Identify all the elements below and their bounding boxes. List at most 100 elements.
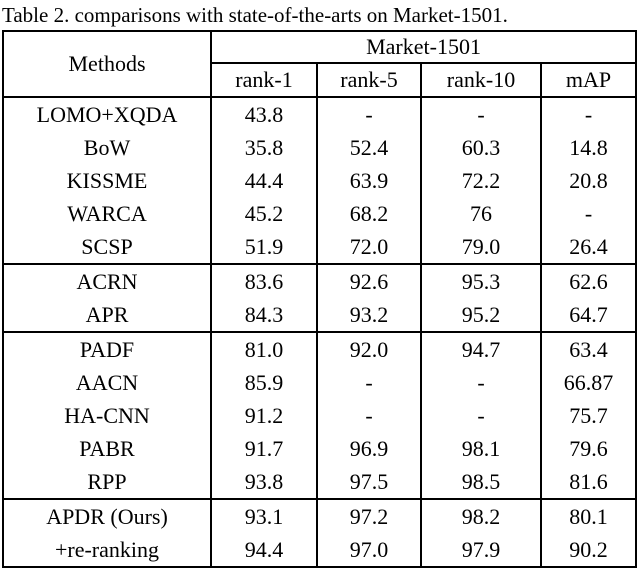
value-cell: 98.5 bbox=[420, 465, 542, 499]
value-cell: 97.9 bbox=[420, 533, 542, 567]
method-cell: RPP bbox=[2, 465, 212, 499]
value-cell: 93.1 bbox=[210, 499, 318, 533]
col-header-map: mAP bbox=[539, 62, 638, 97]
table-row: PABR 91.7 96.9 98.1 79.6 bbox=[2, 432, 638, 465]
table-row: WARCA 45.2 68.2 76- bbox=[2, 197, 638, 230]
table-row: AACN 85.9- -66.87 bbox=[2, 366, 638, 399]
table-row: PADF 81.0 92.0 94.7 63.4 bbox=[2, 332, 638, 366]
table-row: APR 84.3 93.2 95.2 64.7 bbox=[2, 298, 638, 332]
value-cell: - bbox=[316, 399, 422, 432]
value-cell: 93.2 bbox=[316, 298, 422, 332]
method-group-3: PADF 81.0 92.0 94.7 63.4 AACN 85.9- -66.87 HA-CN… bbox=[2, 332, 638, 499]
col-header-rank-10: rank-10 bbox=[420, 62, 542, 97]
value-cell: - bbox=[420, 399, 542, 432]
value-cell: 97.2 bbox=[316, 499, 422, 533]
table-header: Methods Market-1501 rank-1 rank-5 rank-1… bbox=[2, 31, 638, 97]
value-cell: 44.4 bbox=[210, 164, 318, 197]
value-cell: 72.2 bbox=[420, 164, 542, 197]
value-cell: 79.0 bbox=[420, 230, 542, 264]
method-cell: HA-CNN bbox=[2, 399, 212, 432]
value-cell: 94.7 bbox=[420, 332, 542, 366]
method-cell: LOMO+XQDA bbox=[2, 97, 212, 131]
value-cell: 98.1 bbox=[420, 432, 542, 465]
value-cell: 43.8 bbox=[210, 97, 318, 131]
method-group-2: ACRN 83.6 92.6 95.3 62.6 APR 84.3 93.2 95.2 64.7 bbox=[2, 264, 638, 332]
table-row: +re-ranking 94.4 97.0 97.9 90.2 bbox=[2, 533, 638, 567]
value-cell: 64.7 bbox=[539, 298, 638, 332]
method-cell: APDR (Ours) bbox=[2, 499, 212, 533]
table-caption: Table 2. comparisons with state-of-the-a… bbox=[2, 3, 508, 27]
value-cell: 91.7 bbox=[210, 432, 318, 465]
value-cell: 80.1 bbox=[539, 499, 638, 533]
value-cell: 20.8 bbox=[539, 164, 638, 197]
col-header-rank-1: rank-1 bbox=[210, 62, 318, 97]
value-cell: 94.4 bbox=[210, 533, 318, 567]
value-cell: 98.2 bbox=[420, 499, 542, 533]
value-cell: 84.3 bbox=[210, 298, 318, 332]
table-row: LOMO+XQDA 43.8- - - bbox=[2, 97, 638, 131]
value-cell: 93.8 bbox=[210, 465, 318, 499]
methods-header-cell: Methods bbox=[2, 31, 212, 97]
value-cell: - bbox=[316, 366, 422, 399]
value-cell: 66.87 bbox=[539, 366, 638, 399]
value-cell: 85.9 bbox=[210, 366, 318, 399]
method-cell: PABR bbox=[2, 432, 212, 465]
table-row: APDR (Ours) 93.1 97.2 98.2 80.1 bbox=[2, 499, 638, 533]
value-cell: 51.9 bbox=[210, 230, 318, 264]
table-row: RPP 93.8 97.5 98.5 81.6 bbox=[2, 465, 638, 499]
value-cell: - bbox=[420, 366, 542, 399]
value-cell: 52.4 bbox=[316, 131, 422, 164]
table-row: BoW 35.8 52.4 60.3 14.8 bbox=[2, 131, 638, 164]
method-cell: AACN bbox=[2, 366, 212, 399]
value-cell: 62.6 bbox=[539, 264, 638, 298]
value-cell: 63.9 bbox=[316, 164, 422, 197]
value-cell: 35.8 bbox=[210, 131, 318, 164]
value-cell: 91.2 bbox=[210, 399, 318, 432]
value-cell: 81.0 bbox=[210, 332, 318, 366]
header-row-dataset: Methods Market-1501 bbox=[2, 31, 638, 97]
value-cell: 81.6 bbox=[539, 465, 638, 499]
value-cell: 72.0 bbox=[316, 230, 422, 264]
dataset-header-cell: Market-1501 bbox=[209, 31, 638, 63]
method-cell: +re-ranking bbox=[2, 533, 212, 567]
method-cell: KISSME bbox=[2, 164, 212, 197]
value-cell: 76 bbox=[420, 197, 542, 230]
method-cell: BoW bbox=[2, 131, 212, 164]
value-cell: 96.9 bbox=[316, 432, 422, 465]
value-cell: 26.4 bbox=[539, 230, 638, 264]
value-cell: 79.6 bbox=[539, 432, 638, 465]
method-cell: ACRN bbox=[2, 264, 212, 298]
value-cell: 14.8 bbox=[539, 131, 638, 164]
method-cell: SCSP bbox=[2, 230, 212, 264]
value-cell: 95.2 bbox=[420, 298, 542, 332]
value-cell: 97.5 bbox=[316, 465, 422, 499]
value-cell: 75.7 bbox=[539, 399, 638, 432]
value-cell: 83.6 bbox=[210, 264, 318, 298]
value-cell: - bbox=[420, 97, 542, 131]
method-group-1: LOMO+XQDA 43.8- - - BoW 35.8 52.4 60.3 14.8 KISSM… bbox=[2, 97, 638, 264]
method-group-4: APDR (Ours) 93.1 97.2 98.2 80.1 +re-ranking 94… bbox=[2, 499, 638, 567]
method-cell: APR bbox=[2, 298, 212, 332]
value-cell: 92.0 bbox=[316, 332, 422, 366]
value-cell: 63.4 bbox=[539, 332, 638, 366]
value-cell: 60.3 bbox=[420, 131, 542, 164]
value-cell: - bbox=[539, 97, 638, 131]
value-cell: 68.2 bbox=[316, 197, 422, 230]
results-table: Methods Market-1501 rank-1 rank-5 rank-1… bbox=[2, 30, 638, 568]
table-row: ACRN 83.6 92.6 95.3 62.6 bbox=[2, 264, 638, 298]
value-cell: - bbox=[316, 97, 422, 131]
value-cell: 90.2 bbox=[539, 533, 638, 567]
header-row-metrics: rank-1 rank-5 rank-10 mAP bbox=[3, 62, 638, 97]
method-cell: WARCA bbox=[2, 197, 212, 230]
col-header-rank-5: rank-5 bbox=[316, 62, 422, 97]
table-row: HA-CNN 91.2- -75.7 bbox=[2, 399, 638, 432]
table-row: SCSP 51.9 72.0 79.0 26.4 bbox=[2, 230, 638, 264]
table-row: KISSME 44.4 63.9 72.2 20.8 bbox=[2, 164, 638, 197]
method-cell: PADF bbox=[2, 332, 212, 366]
value-cell: 92.6 bbox=[316, 264, 422, 298]
value-cell: 97.0 bbox=[316, 533, 422, 567]
value-cell: - bbox=[539, 197, 638, 230]
value-cell: 95.3 bbox=[420, 264, 542, 298]
value-cell: 45.2 bbox=[210, 197, 318, 230]
